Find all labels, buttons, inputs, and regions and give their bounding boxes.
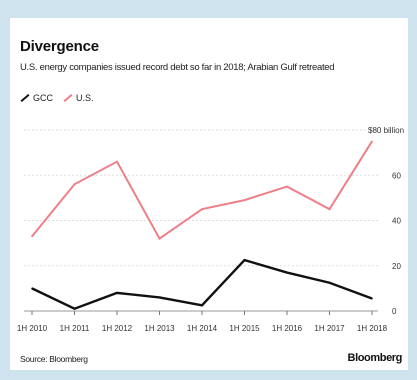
data-point-us-7: [328, 208, 331, 210]
x-tick-label-1: 1H 2011: [60, 324, 90, 333]
x-tick-label-4: 1H 2014: [187, 324, 218, 333]
x-tick-label-7: 1H 2017: [314, 324, 345, 333]
data-point-gcc-6: [286, 271, 288, 274]
x-tick-label-3: 1H 2013: [144, 324, 175, 333]
data-point-us-0: [31, 235, 33, 238]
data-point-us-4: [201, 208, 203, 210]
data-point-us-5: [243, 199, 246, 201]
x-tick-label-6: 1H 2016: [272, 324, 303, 333]
y-tick-label-40: 40: [392, 217, 401, 226]
chart-card: Divergence U.S. energy companies issued …: [10, 18, 408, 370]
x-tick-label-5: 1H 2015: [229, 324, 260, 333]
series-line-us: [31, 140, 373, 241]
brand-logo: Bloomberg: [347, 352, 403, 364]
data-point-us-8: [371, 140, 373, 143]
data-point-gcc-2: [116, 292, 118, 294]
y-tick-label-20: 20: [392, 262, 401, 271]
line-chart: 0 20 40 60 $80 billion 1H 2010 1H 2011 1H 2012 1…: [17, 126, 404, 333]
legend-item-gcc: GCC: [20, 93, 53, 103]
legend-item-us: U.S.: [63, 93, 94, 103]
chart-title: Divergence: [20, 38, 99, 55]
series-line-gcc: [31, 258, 373, 311]
data-point-us-3: [158, 237, 161, 240]
x-tick-label-2: 1H 2012: [102, 324, 133, 333]
data-point-gcc-4: [201, 304, 203, 307]
x-tick-label-0: 1H 2010: [17, 324, 48, 333]
y-tick-label-60: 60: [392, 171, 401, 180]
data-point-us-6: [286, 185, 288, 188]
annotation-label: $80 billion: [368, 126, 404, 135]
legend: GCC U.S.: [20, 93, 94, 103]
x-tick-label-8: 1H 2018: [357, 324, 388, 333]
data-point-us-2: [116, 160, 118, 163]
data-point-gcc-7: [328, 281, 331, 284]
y-tick-label-0: 0: [392, 307, 397, 316]
data-point-us-1: [73, 183, 76, 186]
data-point-gcc-0: [31, 287, 33, 290]
legend-label-us: U.S.: [76, 93, 94, 103]
data-point-gcc-3: [158, 296, 161, 299]
data-point-gcc-8: [371, 297, 373, 300]
data-point-gcc-1: [73, 307, 76, 310]
source-note: Source: Bloomberg: [20, 354, 88, 364]
data-point-gcc-5: [243, 259, 246, 261]
legend-label-gcc: GCC: [33, 93, 53, 103]
chart-subtitle: U.S. energy companies issued record debt…: [20, 62, 335, 73]
